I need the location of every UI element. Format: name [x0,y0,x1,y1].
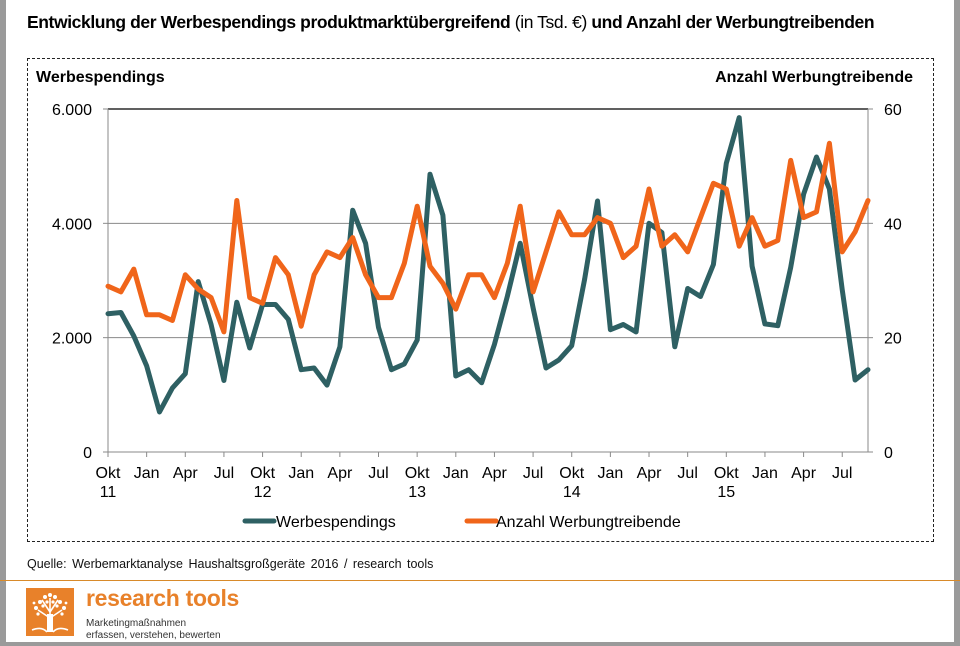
axes [104,109,872,456]
right-y-ticks: 0 20 40 60 [868,102,902,462]
right-y-tick-label: 0 [884,445,893,462]
slide-title: Entwicklung der Werbespendings produktma… [27,10,927,34]
x-tick-label: Okt [96,465,121,482]
title-part2: und Anzahl der Werbungtreibenden [591,12,875,32]
logo-name: research tools [86,585,240,611]
chart-frame [27,58,934,542]
x-tick-year-label: 14 [563,484,581,501]
x-tick-label: Apr [327,465,353,482]
x-ticks: Okt 11 Jan Apr Jul Okt 12 Jan Apr Jul Okt 13 Jan Apr J… [96,452,852,501]
x-tick-year-label: 13 [408,484,426,501]
window-frame-bottom [0,642,960,646]
legend-label-anzahl: Anzahl Werbungtreibende [496,514,681,531]
right-y-tick-label: 20 [884,331,902,348]
x-tick-label: Okt [405,465,430,482]
x-tick-year-label: 15 [717,484,735,501]
x-tick-label: Jan [288,465,314,482]
left-y-tick-label: 4.000 [52,216,92,233]
x-tick-label: Jul [677,465,697,482]
x-tick-label: Jul [832,465,852,482]
x-tick-label: Okt [250,465,275,482]
x-tick-label: Jan [443,465,469,482]
left-y-tick-label: 2.000 [52,331,92,348]
source-note: Quelle: Werbemarktanalyse Haushaltsgroßg… [27,557,434,571]
x-tick-label: Jan [597,465,623,482]
left-y-tick-label: 6.000 [52,102,92,119]
x-tick-label: Okt [559,465,584,482]
x-tick-label: Okt [714,465,739,482]
x-tick-label: Jul [523,465,543,482]
chart: Werbespendings Anzahl Werbungtreibende 0… [36,69,913,531]
x-tick-label: Apr [173,465,199,482]
x-tick-label: Jan [752,465,778,482]
right-y-tick-label: 60 [884,102,902,119]
x-tick-label: Apr [637,465,663,482]
series-line-anzahl [105,140,871,335]
logo-tagline-line2: erfassen, verstehen, bewerten [86,630,221,641]
title-unit: (in Tsd. €) [514,12,588,32]
tree-icon [26,588,74,636]
left-y-ticks: 0 2.000 4.000 6.000 [52,102,108,462]
x-tick-label: Apr [791,465,817,482]
x-tick-label: Jan [134,465,160,482]
footer-divider [0,580,960,581]
series-line-werbespendings [105,115,871,415]
x-tick-label: Apr [482,465,508,482]
right-axis-title: Anzahl Werbungtreibende [715,69,913,86]
x-tick-year-label: 12 [254,484,272,501]
legend: Werbespendings Anzahl Werbungtreibende [242,514,681,531]
logo-tagline-line1: Marketingmaßnahmen [86,618,187,629]
series-lines [105,115,871,415]
legend-label-werbespendings: Werbespendings [276,514,396,531]
window-frame-left [0,0,6,646]
series-anzahl [105,140,871,335]
left-axis-title: Werbespendings [36,69,165,86]
window-frame-right [954,0,960,646]
logo-tagline: Marketingmaßnahmen erfassen, verstehen, … [86,618,221,642]
x-tick-label: Jul [368,465,388,482]
left-y-tick-label: 0 [83,445,92,462]
right-y-tick-label: 40 [884,216,902,233]
title-part1: Entwicklung der Werbespendings produktma… [27,12,511,32]
x-tick-year-label: 11 [100,484,117,501]
series-werbespendings [105,115,871,415]
x-tick-label: Jul [214,465,234,482]
